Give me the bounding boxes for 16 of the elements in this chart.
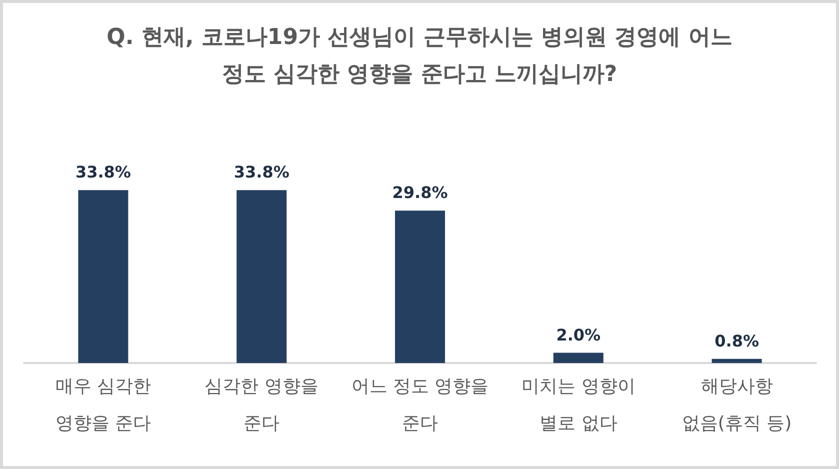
bar (553, 352, 604, 363)
bar (395, 210, 445, 363)
bar (236, 190, 287, 363)
chart-title: Q. 현재, 코로나19가 선생님이 근무하시는 병의원 경영에 어느 정도 심각한 영향을 준다고 느끼십니까? (106, 25, 732, 87)
x-tick-label: 해당사항 없음(휴직 등) (682, 376, 792, 434)
data-label: 33.8% (75, 162, 131, 182)
x-tick-label: 미치는 영향이 별로 없다 (522, 376, 636, 434)
x-tick-label: 매우 심각한 영향을 준다 (55, 376, 152, 434)
bar (78, 190, 128, 363)
data-label: 0.8% (714, 331, 759, 350)
x-tick-label: 어느 정도 영향을 준다 (351, 376, 489, 434)
data-label: 2.0% (556, 325, 601, 344)
data-label: 33.8% (234, 162, 290, 182)
x-tick-label: 심각한 영향을 준다 (204, 376, 318, 434)
data-label: 29.8% (392, 183, 448, 202)
bar (712, 358, 762, 363)
